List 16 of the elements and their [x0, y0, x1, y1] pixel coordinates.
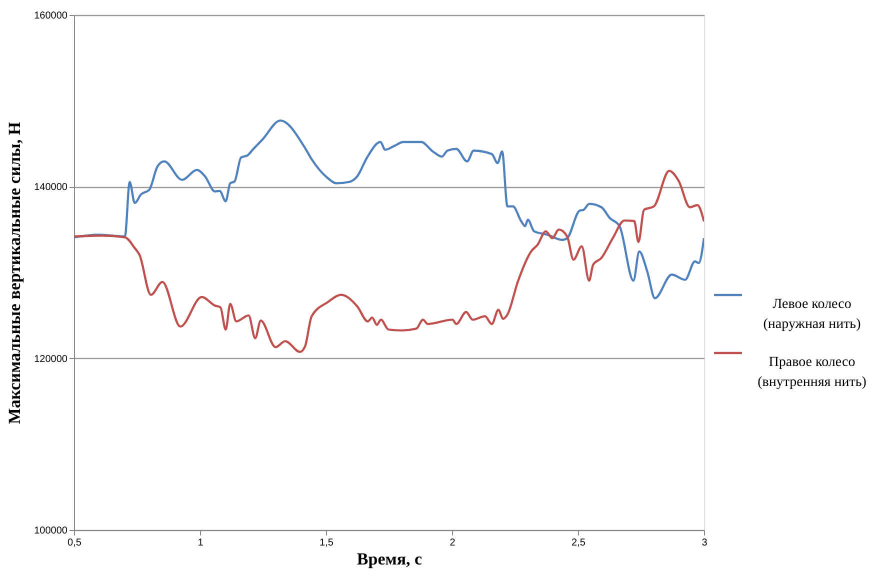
y-tick-label: 140000	[34, 182, 68, 194]
x-tick-label: 3	[702, 538, 708, 548]
y-tick-label: 100000	[34, 526, 68, 536]
line-series	[74, 170, 704, 353]
x-tick-label: 2,5	[572, 538, 586, 548]
x-axis-title: Время, с	[356, 550, 423, 568]
x-tick-label: 1,5	[320, 538, 334, 548]
x-tick-label: 0,5	[68, 538, 82, 548]
legend-label: Правое колесо (внутренняя нить)	[758, 355, 867, 390]
legend-label: Левое колесо (наружная нить)	[763, 297, 862, 332]
x-tick-label: 2	[450, 538, 456, 548]
line-series	[74, 119, 704, 300]
y-tick-label: 120000	[34, 354, 68, 365]
y-axis-title: Максимальные вертикальные силы, Н	[5, 122, 24, 424]
x-tick-label: 1	[198, 538, 204, 548]
y-tick-label: 160000	[34, 10, 68, 22]
